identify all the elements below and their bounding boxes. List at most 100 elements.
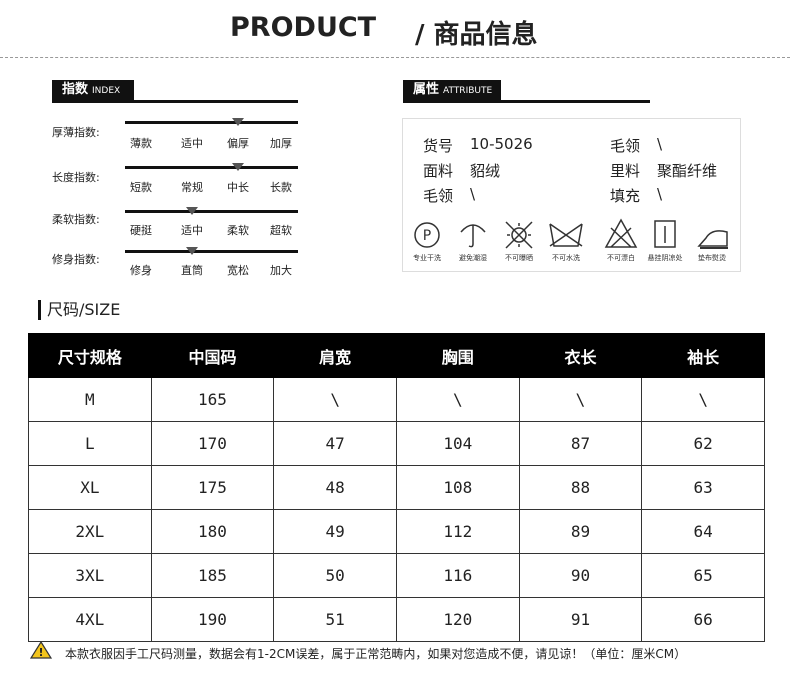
- index-header: 指数 INDEX: [52, 80, 298, 103]
- size-cell: 120: [395, 597, 520, 642]
- size-row: L 170 47 104 87 62: [28, 421, 765, 466]
- size-cell: 3XL: [28, 553, 152, 598]
- size-row: M 165 \ \ \ \: [28, 377, 765, 422]
- size-cell: 49: [273, 509, 397, 554]
- size-cell: 170: [150, 421, 275, 466]
- size-row: XL 175 48 108 88 63: [28, 465, 765, 510]
- size-cell: 48: [273, 465, 397, 510]
- index-option: 加大: [270, 264, 292, 277]
- size-heading: 尺码/SIZE: [38, 300, 120, 320]
- care-label: 悬挂阴凉处: [647, 254, 683, 262]
- size-table: 尺寸规格 中国码 肩宽 胸围 衣长 袖长 M 165 \ \ \ \ L 170 47 104 87 62 XL 17…: [28, 333, 765, 642]
- attr-key: 面料: [423, 162, 454, 180]
- attr-value: \: [657, 185, 663, 203]
- size-cell: 47: [273, 421, 397, 466]
- index-option: 适中: [181, 224, 203, 237]
- attr-key: 里料: [610, 162, 641, 180]
- index-label-text: 指数: [62, 82, 89, 97]
- size-cell: 51: [273, 597, 397, 642]
- index-line: [125, 250, 298, 253]
- size-cell: 165: [150, 377, 275, 422]
- size-cell: 88: [518, 465, 643, 510]
- attr-key: 毛领: [610, 137, 641, 155]
- title-cn: / 商品信息: [415, 20, 538, 50]
- index-option: 适中: [181, 137, 203, 150]
- note: 本款衣服因手工尺码测量，数据会有1-2CM误差，属于正常范畴内，如果对您造成不便…: [65, 647, 687, 661]
- care-label: 垫布熨烫: [698, 254, 726, 262]
- warning-icon: !: [30, 640, 52, 659]
- size-cell: 90: [518, 553, 643, 598]
- attr-line: [403, 100, 650, 103]
- index-name: 修身指数:: [52, 253, 100, 266]
- column-header: 中国码: [150, 333, 275, 378]
- size-cell: 2XL: [28, 509, 152, 554]
- attr-value: 貂绒: [470, 162, 501, 180]
- attr-value: \: [657, 135, 663, 153]
- size-row: 3XL 185 50 116 90 65: [28, 553, 765, 598]
- index-option: 薄款: [130, 137, 152, 150]
- size-cell: 62: [641, 421, 765, 466]
- size-cell: 116: [395, 553, 520, 598]
- index-marker: [186, 247, 198, 255]
- divider: [0, 57, 790, 58]
- size-cell: 50: [273, 553, 397, 598]
- index-line: [125, 166, 298, 169]
- size-cell: 87: [518, 421, 643, 466]
- size-cell: \: [641, 377, 765, 422]
- care-label: 不可漂白: [607, 254, 635, 262]
- attr-header: 属性 ATTRIBUTE: [403, 80, 650, 103]
- size-cell: 108: [395, 465, 520, 510]
- size-cell: 180: [150, 509, 275, 554]
- attr-label: 属性 ATTRIBUTE: [403, 80, 501, 100]
- svg-text:P: P: [423, 228, 431, 244]
- size-cell: 112: [395, 509, 520, 554]
- size-cell: XL: [28, 465, 152, 510]
- care-label: 不可曝晒: [505, 254, 533, 262]
- index-option: 修身: [130, 264, 152, 277]
- care-label: 不可水洗: [552, 254, 580, 262]
- index-option: 长款: [270, 181, 292, 194]
- size-cell: 63: [641, 465, 765, 510]
- attr-value: \: [470, 185, 476, 203]
- index-line: [125, 121, 298, 124]
- care-label: 避免潮湿: [459, 254, 487, 262]
- index-option: 偏厚: [227, 137, 249, 150]
- attribute-box: [402, 118, 741, 272]
- index-option: 加厚: [270, 137, 292, 150]
- care-label: 专业干洗: [413, 254, 441, 262]
- index-option: 宽松: [227, 264, 249, 277]
- index-label-en: INDEX: [92, 86, 121, 96]
- index-option: 中长: [227, 181, 249, 194]
- index-option: 常规: [181, 181, 203, 194]
- index-option: 柔软: [227, 224, 249, 237]
- svg-text:!: !: [38, 646, 43, 659]
- size-cell: \: [395, 377, 520, 422]
- size-row: 2XL 180 49 112 89 64: [28, 509, 765, 554]
- size-cell: 104: [395, 421, 520, 466]
- index-marker: [186, 207, 198, 215]
- column-header: 袖长: [641, 333, 765, 378]
- attr-label-en: ATTRIBUTE: [443, 86, 493, 96]
- attr-label-text: 属性: [413, 82, 440, 97]
- index-label: 指数 INDEX: [52, 80, 134, 100]
- attr-key: 填充: [610, 187, 641, 205]
- size-cell: 4XL: [28, 597, 152, 642]
- size-cell: \: [273, 377, 397, 422]
- index-option: 短款: [130, 181, 152, 194]
- care-icons: P: [414, 218, 728, 249]
- size-cell: 175: [150, 465, 275, 510]
- column-header: 尺寸规格: [28, 333, 152, 378]
- size-row: 4XL 190 51 120 91 66: [28, 597, 765, 642]
- size-cell: 65: [641, 553, 765, 598]
- column-header: 胸围: [395, 333, 520, 378]
- index-option: 超软: [270, 224, 292, 237]
- title-en: PRODUCT: [230, 12, 377, 43]
- index-name: 柔软指数:: [52, 213, 100, 226]
- column-header: 衣长: [518, 333, 643, 378]
- header-row: 尺寸规格 中国码 肩宽 胸围 衣长 袖长: [28, 333, 765, 378]
- index-name: 厚薄指数:: [52, 126, 100, 139]
- size-cell: 64: [641, 509, 765, 554]
- attr-key: 货号: [423, 137, 454, 155]
- index-option: 直筒: [181, 264, 203, 277]
